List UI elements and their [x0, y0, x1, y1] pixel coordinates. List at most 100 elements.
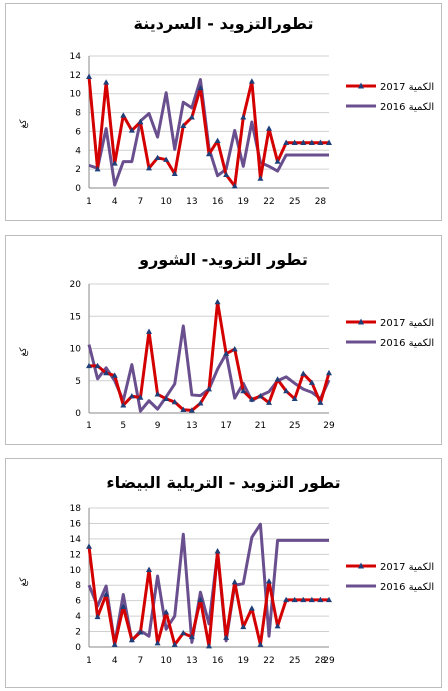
x-tick-label: 22	[263, 197, 274, 207]
data-point-2017	[128, 127, 135, 133]
data-point-2017	[274, 376, 281, 382]
data-point-2017	[257, 641, 264, 647]
y-tick-label: 20	[70, 280, 82, 290]
legend-label-2017: الكمية 2017	[380, 318, 434, 329]
y-tick-label: 2	[75, 165, 81, 175]
x-tick-label: 19	[238, 656, 250, 666]
y-tick-label: 12	[70, 71, 81, 81]
data-point-2017	[86, 543, 92, 549]
data-point-2017	[111, 372, 118, 378]
x-tick-label: 25	[289, 421, 300, 431]
y-tick-label: 10	[70, 90, 82, 100]
data-point-2017	[231, 345, 238, 352]
data-point-2017	[111, 160, 118, 166]
data-point-2017	[94, 613, 101, 620]
data-point-2017	[266, 578, 272, 584]
y-tick-label: 18	[70, 504, 82, 514]
y-tick-label: 0	[75, 643, 81, 653]
y-tick-label: 14	[70, 52, 82, 62]
y-tick-label: 6	[75, 127, 81, 137]
chart-title: تطورالتزويد - السردينة	[133, 14, 314, 33]
data-point-2017	[214, 548, 221, 554]
y-tick-label: 8	[75, 109, 81, 119]
x-tick-label: 16	[212, 656, 224, 666]
data-point-2017	[197, 400, 204, 406]
data-point-2017	[188, 114, 195, 120]
x-tick-label: 16	[212, 197, 224, 207]
chart-title: تطور التزويد- الشورو	[139, 250, 308, 269]
data-point-2017	[120, 402, 127, 408]
data-point-2017	[206, 385, 212, 392]
data-point-2017	[283, 139, 290, 145]
y-tick-label: 8	[75, 581, 81, 591]
data-point-2017	[308, 379, 315, 385]
data-point-2017	[94, 362, 101, 369]
data-point-2017	[248, 396, 255, 402]
legend-label-2017: الكمية 2017	[380, 562, 434, 573]
data-point-2017	[274, 158, 281, 164]
data-point-2017	[223, 634, 230, 640]
data-point-2017	[180, 629, 187, 636]
data-point-2017	[274, 622, 281, 629]
data-point-2017	[154, 154, 161, 161]
data-point-2017	[171, 170, 178, 177]
data-point-2017	[197, 596, 204, 603]
y-axis-label: كغ	[19, 577, 29, 587]
data-point-2017	[188, 633, 195, 640]
data-point-2017	[291, 139, 298, 145]
y-tick-label: 15	[70, 312, 81, 322]
x-tick-label: 5	[120, 421, 126, 431]
data-point-2017	[223, 350, 230, 356]
data-point-2017	[128, 393, 135, 399]
y-tick-label: 4	[75, 612, 81, 622]
y-tick-label: 10	[70, 345, 82, 355]
x-tick-label: 1	[86, 197, 92, 207]
y-tick-label: 6	[75, 597, 81, 607]
x-tick-label: 10	[160, 656, 172, 666]
data-point-2017	[317, 139, 324, 145]
data-point-2017	[240, 623, 247, 630]
y-tick-label: 16	[70, 519, 82, 529]
data-point-2017	[171, 641, 178, 647]
data-point-2017	[257, 393, 264, 399]
data-point-2017	[146, 566, 152, 572]
legend-marker-2017	[358, 318, 364, 325]
data-point-2017	[206, 150, 212, 157]
data-point-2017	[206, 643, 212, 649]
data-point-2017	[248, 78, 255, 84]
x-tick-label: 13	[186, 656, 197, 666]
y-tick-label: 5	[75, 377, 81, 387]
data-point-2017	[326, 596, 332, 603]
data-point-2017	[300, 596, 307, 603]
data-point-2017	[240, 114, 247, 120]
data-point-2017	[266, 125, 272, 131]
data-point-2017	[283, 596, 290, 603]
data-point-2017	[223, 171, 230, 177]
legend-label-2016: الكمية 2016	[380, 582, 434, 593]
data-point-2017	[266, 399, 272, 405]
data-point-2017	[94, 165, 101, 172]
x-tick-label: 22	[263, 656, 274, 666]
data-point-2017	[103, 369, 110, 376]
legend-label-2016: الكمية 2016	[380, 338, 434, 349]
data-point-2017	[154, 639, 161, 646]
data-point-2017	[188, 407, 195, 413]
data-point-2017	[111, 641, 118, 647]
series-line-2016	[87, 522, 329, 646]
y-tick-label: 14	[70, 535, 82, 545]
chart-panel-white-trillia: تطور التزويد - التريلية البيضاء 0 2 4 6 8 10 1…	[5, 458, 442, 688]
y-tick-label: 2	[75, 628, 81, 638]
data-point-2017	[308, 139, 315, 145]
data-point-2017	[137, 394, 144, 400]
x-tick-label: 1	[86, 421, 92, 431]
data-point-2017	[197, 84, 204, 91]
legend-marker-2017	[358, 82, 364, 89]
y-tick-label: 0	[75, 409, 81, 419]
data-point-2017	[283, 387, 290, 394]
legend-label-2016: الكمية 2016	[380, 102, 434, 113]
data-point-2017	[163, 156, 170, 162]
y-axis-label: كغ	[19, 347, 29, 357]
y-axis-label: كغ	[19, 119, 29, 129]
x-tick-label: 28	[315, 656, 327, 666]
legend-label-2017: الكمية 2017	[380, 82, 434, 93]
